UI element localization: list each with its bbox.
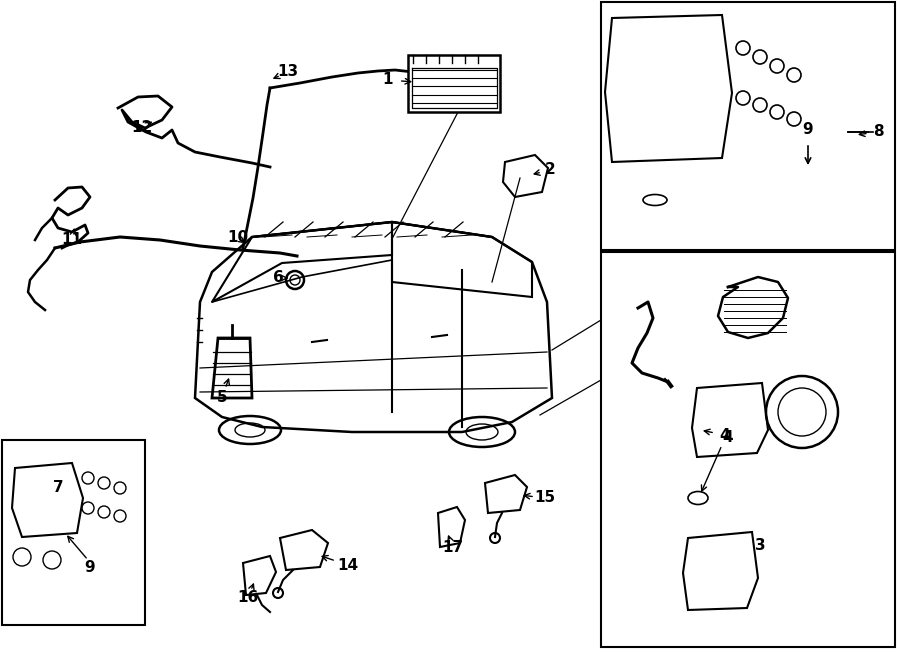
Text: 7: 7 <box>53 479 63 494</box>
Text: 1: 1 <box>382 73 393 87</box>
Text: 9: 9 <box>803 122 814 137</box>
Bar <box>601 252 895 647</box>
Text: 10: 10 <box>228 231 248 245</box>
Text: 2: 2 <box>544 163 555 178</box>
Text: 5: 5 <box>217 391 228 405</box>
Bar <box>2 440 145 625</box>
Text: 11: 11 <box>61 233 83 247</box>
Text: 6: 6 <box>273 270 284 286</box>
Bar <box>408 55 500 112</box>
Text: 12: 12 <box>131 120 153 136</box>
Text: 8: 8 <box>873 124 883 139</box>
Bar <box>601 2 895 250</box>
Text: 14: 14 <box>338 557 358 572</box>
Text: 9: 9 <box>85 561 95 576</box>
Text: 15: 15 <box>535 490 555 506</box>
Text: 13: 13 <box>277 65 299 79</box>
Text: 16: 16 <box>238 590 258 605</box>
Text: 4: 4 <box>723 430 734 446</box>
Text: 17: 17 <box>443 541 464 555</box>
Text: 4: 4 <box>720 428 730 442</box>
Text: 3: 3 <box>755 537 765 553</box>
